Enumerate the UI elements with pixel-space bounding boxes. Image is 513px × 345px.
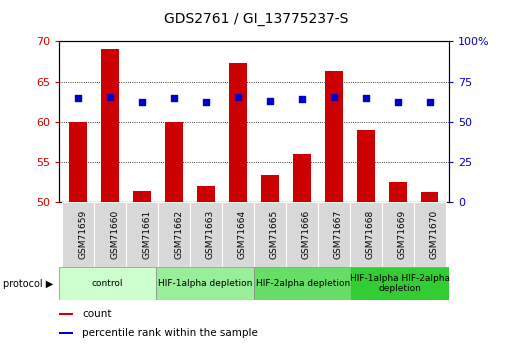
Text: HIF-1alpha HIF-2alpha
depletion: HIF-1alpha HIF-2alpha depletion [350,274,450,294]
Bar [351,267,449,300]
Text: HIF-2alpha depletion: HIF-2alpha depletion [255,279,350,288]
Text: protocol ▶: protocol ▶ [3,279,53,289]
Text: GSM71670: GSM71670 [430,210,439,259]
Text: GSM71669: GSM71669 [398,210,407,259]
Bar [421,192,439,202]
Text: GSM71659: GSM71659 [78,210,87,259]
Bar [59,313,73,315]
Point [106,94,114,99]
Bar [165,121,183,202]
Point [202,99,210,105]
Bar [133,190,151,202]
Text: GSM71660: GSM71660 [110,210,119,259]
Bar [293,154,311,202]
Bar [229,63,247,202]
Bar [261,175,279,202]
Point [298,97,306,102]
Text: GSM71667: GSM71667 [334,210,343,259]
Bar [318,202,350,267]
Bar [59,332,73,334]
Bar [94,202,126,267]
Bar [254,267,351,300]
Text: HIF-1alpha depletion: HIF-1alpha depletion [158,279,252,288]
Text: GSM71662: GSM71662 [174,210,183,259]
Bar [69,122,87,202]
Bar [222,202,254,267]
Bar [325,71,343,202]
Point [393,99,402,105]
Bar [413,202,446,267]
Point [74,96,82,101]
Bar [350,202,382,267]
Text: GSM71663: GSM71663 [206,210,215,259]
Bar [254,202,286,267]
Text: percentile rank within the sample: percentile rank within the sample [83,328,258,338]
Text: GSM71665: GSM71665 [270,210,279,259]
Bar [59,267,156,300]
Bar [62,202,94,267]
Bar [126,202,158,267]
Point [138,99,146,105]
Text: GSM71661: GSM71661 [142,210,151,259]
Point [266,98,274,104]
Text: GDS2761 / GI_13775237-S: GDS2761 / GI_13775237-S [164,12,349,26]
Bar [102,49,119,202]
Bar [156,267,254,300]
Bar [389,182,406,202]
Point [330,94,338,99]
Text: GSM71666: GSM71666 [302,210,311,259]
Point [362,96,370,101]
Bar [382,202,413,267]
Bar [197,186,215,202]
Bar [190,202,222,267]
Text: GSM71664: GSM71664 [238,210,247,259]
Point [234,94,242,99]
Text: control: control [92,279,124,288]
Point [426,100,434,105]
Bar [286,202,318,267]
Bar [158,202,190,267]
Text: GSM71668: GSM71668 [366,210,375,259]
Point [170,96,178,101]
Text: count: count [83,309,112,319]
Bar [357,130,374,202]
